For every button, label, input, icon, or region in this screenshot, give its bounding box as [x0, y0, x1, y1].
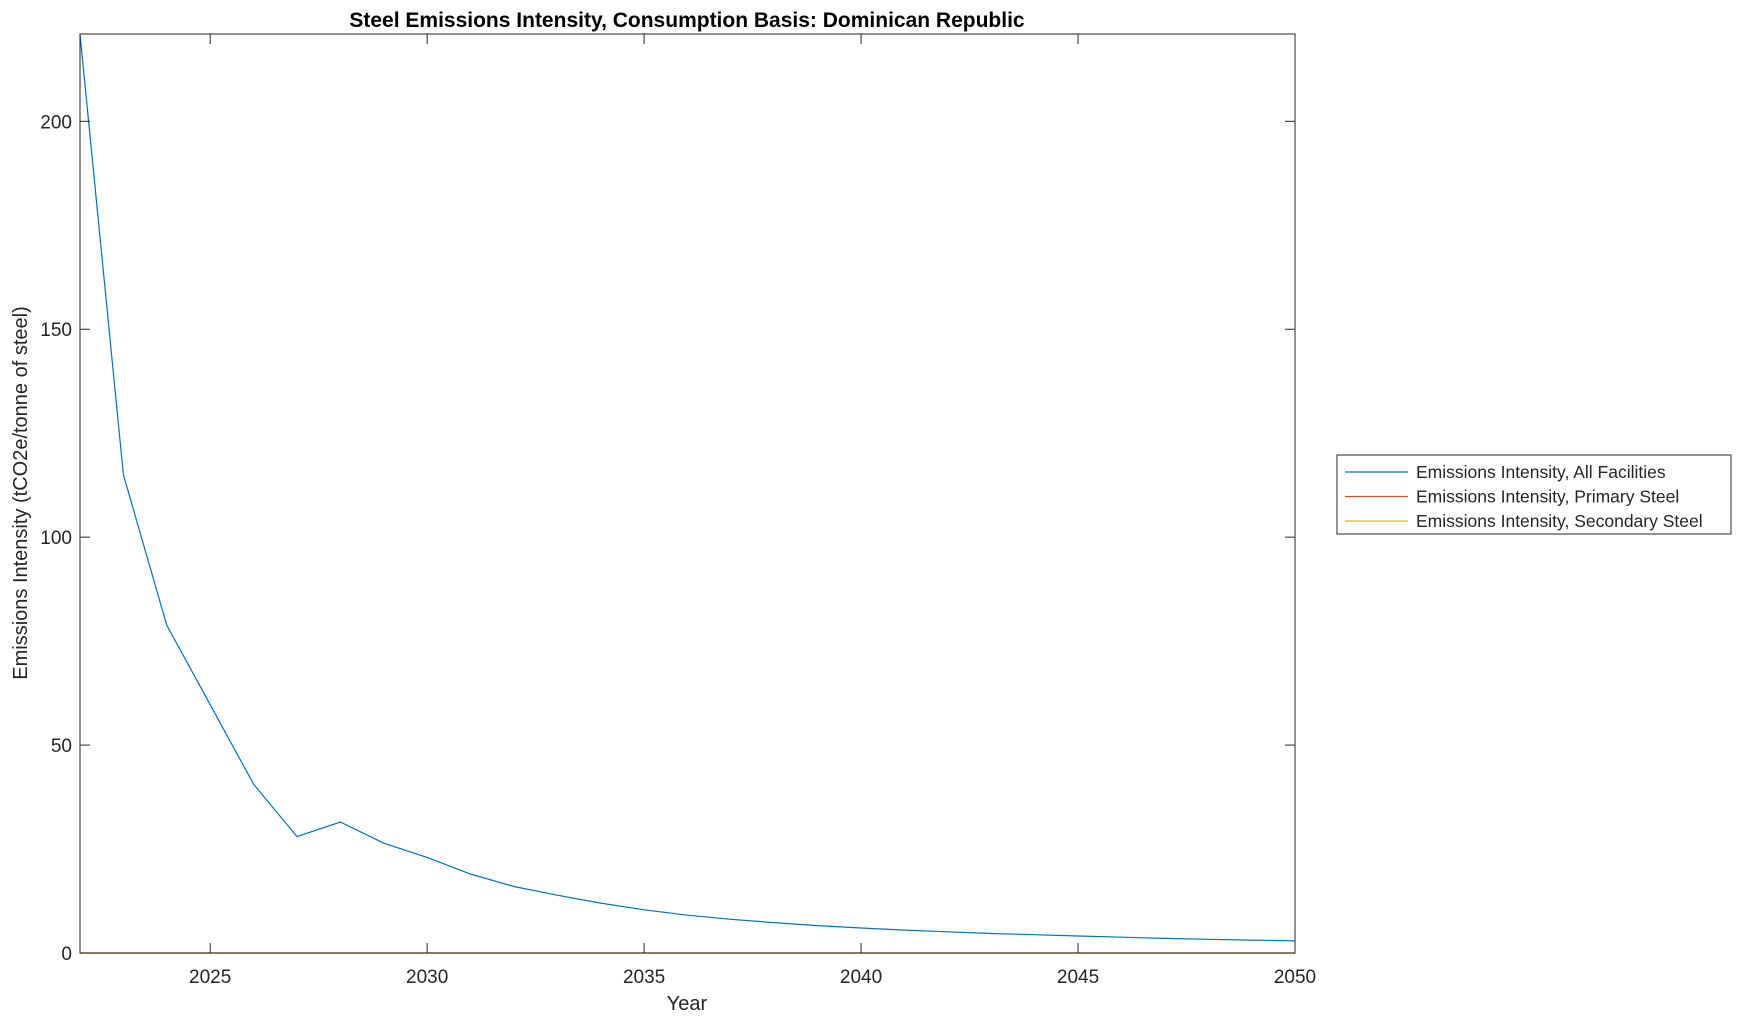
x-tick-label: 2050 [1274, 967, 1316, 988]
x-tick-label: 2035 [623, 967, 665, 988]
legend: Emissions Intensity, All Facilities Emiss… [1336, 454, 1732, 535]
chart-title: Steel Emissions Intensity, Consumption B… [349, 9, 1025, 32]
x-tick-label: 2040 [840, 967, 882, 988]
legend-entry-1: Emissions Intensity, All Facilities [1416, 462, 1666, 482]
x-axis-label: Year [667, 993, 708, 1015]
x-tick-label: 2030 [406, 967, 448, 988]
x-tick-label: 2045 [1057, 967, 1099, 988]
series-line-1 [79, 33, 1296, 942]
series-layer [79, 33, 1296, 954]
ticks-layer: 2025 2030 2035 2040 2045 2050 0 50 100 150 200 [40, 34, 1316, 988]
x-tick-label: 2025 [189, 967, 231, 988]
y-axis-label: Emissions Intensity (tCO2e/tonne of stee… [10, 306, 32, 680]
y-tick-label: 100 [40, 528, 72, 549]
plot-area-frame [79, 33, 1296, 954]
y-tick-label: 150 [40, 320, 72, 341]
legend-entry-3: Emissions Intensity, Secondary Steel [1416, 511, 1703, 531]
legend-entry-2: Emissions Intensity, Primary Steel [1416, 487, 1679, 507]
y-tick-label: 200 [40, 112, 72, 133]
y-tick-label: 0 [61, 944, 72, 965]
y-tick-label: 50 [51, 736, 72, 757]
